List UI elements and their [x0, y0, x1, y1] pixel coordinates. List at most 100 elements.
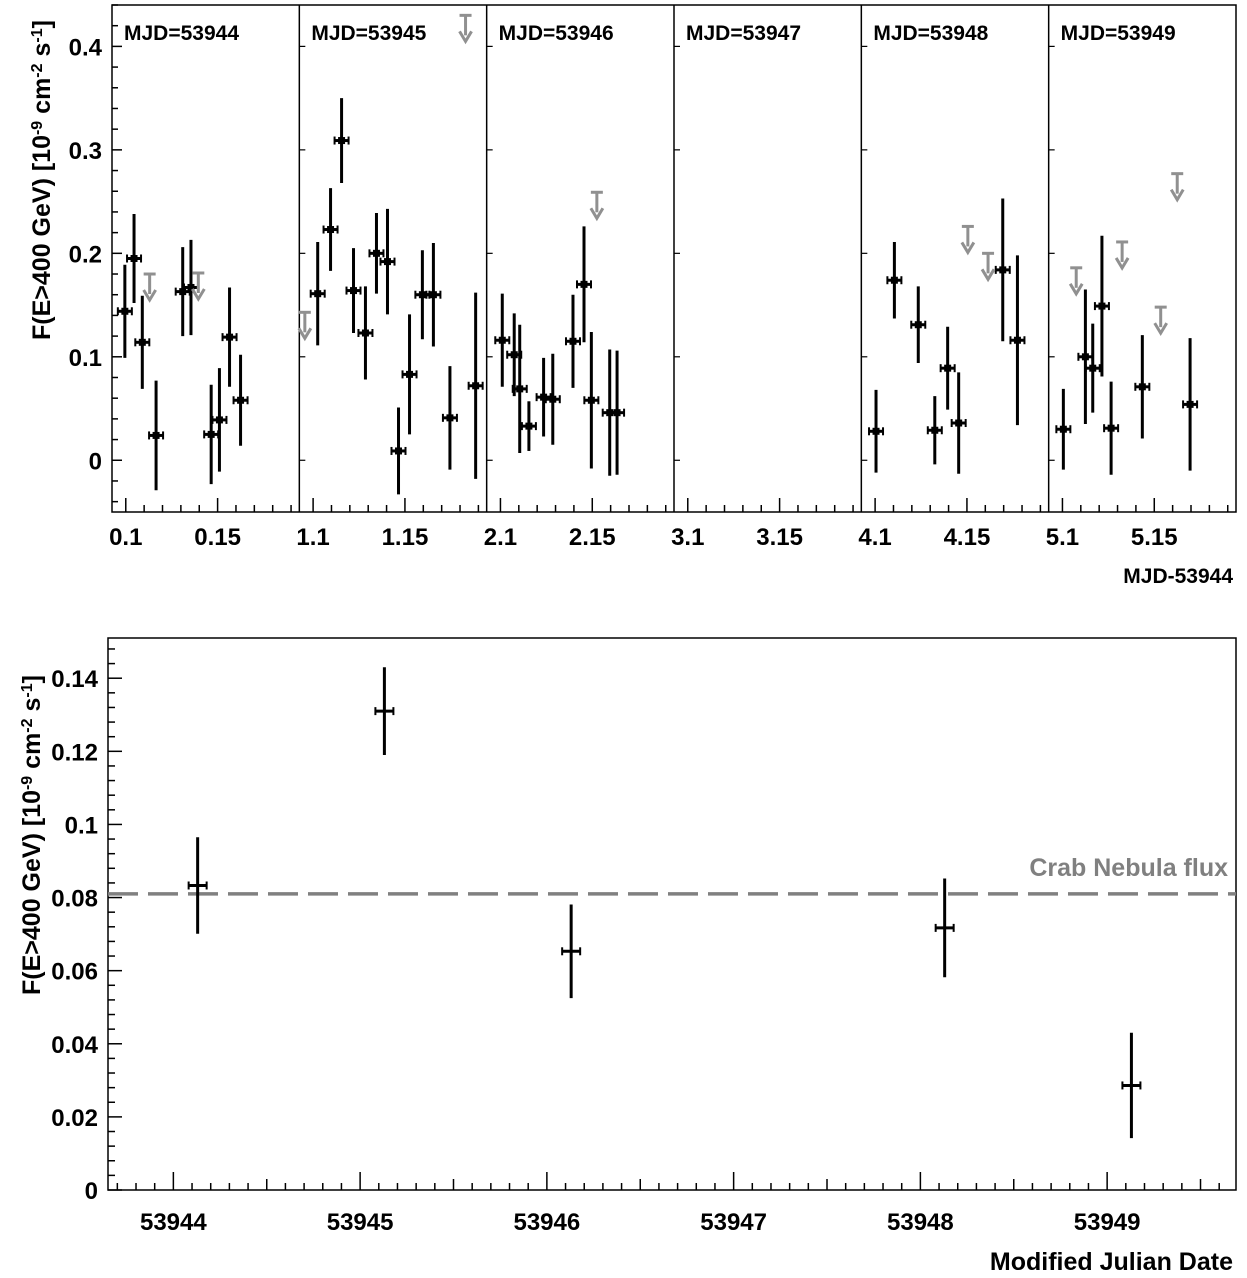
y-tick-label: 0.04 [51, 1032, 98, 1059]
marker [1186, 400, 1194, 408]
upper-limit [589, 190, 605, 222]
bottom-plot-frame [107, 637, 1237, 1191]
upper-limit [142, 272, 157, 303]
data-point [1103, 381, 1120, 475]
data-point [910, 286, 927, 364]
x-tick-label: 1.15 [382, 524, 429, 551]
x-tick-label: 3.1 [671, 524, 704, 551]
panel-label: MJD=53945 [311, 22, 426, 45]
marker [187, 283, 195, 291]
marker [429, 291, 437, 299]
marker [361, 329, 369, 337]
data-point [441, 366, 458, 470]
panel-label: MJD=53947 [686, 22, 801, 45]
marker [1059, 425, 1067, 433]
data-point [232, 354, 249, 446]
marker [372, 249, 380, 257]
marker [327, 226, 335, 234]
data-point [345, 248, 362, 333]
marker [446, 414, 454, 422]
data-point [221, 287, 238, 387]
upper-limit [297, 310, 313, 342]
marker [418, 291, 426, 299]
upper-limit [1153, 305, 1168, 337]
data-point [1093, 235, 1110, 377]
marker [931, 426, 939, 434]
y-tick-label: 0.4 [69, 34, 103, 61]
x-tick-label: 53945 [327, 1209, 394, 1236]
data-point [886, 241, 903, 319]
x-tick-label: 4.15 [944, 524, 991, 551]
panel-label: MJD=53944 [124, 22, 239, 45]
data-point [926, 396, 943, 465]
marker [1107, 424, 1115, 432]
panel-4: 3.1 3.15 MJD=53947 [671, 5, 854, 551]
data-point [583, 331, 600, 469]
x-tick-label: 5.15 [1131, 524, 1178, 551]
marker [406, 370, 414, 378]
data-point [203, 384, 220, 485]
marker [237, 396, 245, 404]
upper-limit [960, 224, 976, 256]
data-point [950, 372, 967, 474]
upper-limit [1169, 172, 1185, 203]
data-point [333, 98, 350, 183]
data-point [322, 188, 339, 271]
data-point [174, 247, 191, 337]
marker [890, 276, 898, 284]
y-tick-label: 0.14 [51, 666, 98, 693]
data-point [425, 242, 442, 347]
data-point [126, 214, 143, 303]
data-point [544, 353, 561, 445]
data-point [1009, 255, 1026, 426]
marker [1089, 364, 1097, 372]
x-tick-label: 2.15 [569, 524, 616, 551]
data-point [357, 286, 374, 380]
x-tick-label: 53944 [140, 1209, 207, 1236]
upper-limit [1114, 240, 1130, 271]
x-tick-label: 2.1 [484, 524, 517, 551]
upper-limit-arrowhead [142, 289, 157, 303]
panel-2: 1.1 1.15 MJD=53945 [296, 5, 484, 551]
y-tick-label: 0.02 [51, 1105, 98, 1132]
marker [395, 447, 403, 455]
marker [510, 351, 518, 359]
upper-limit [1068, 266, 1084, 297]
upper-limit-arrowhead [960, 241, 976, 256]
data-point [182, 239, 199, 336]
y-tick-label: 0 [85, 1178, 98, 1205]
marker [580, 280, 588, 288]
upper-limit [458, 13, 473, 45]
marker [613, 409, 621, 417]
x-tick-label: 53948 [887, 1209, 954, 1236]
upper-limit-arrowhead [191, 288, 206, 302]
marker [540, 393, 548, 401]
y-tick-label: 0.08 [51, 886, 98, 913]
data-point [868, 389, 885, 473]
data-point [1121, 1032, 1142, 1139]
flux-nightly-lightcurve-chart: 0 0.1 0.2 0.3 0.4 F(E>400 GeV) [10-9 cm-2 s-1… [28, 4, 1237, 588]
marker [587, 396, 595, 404]
x-tick-label: 53946 [513, 1209, 580, 1236]
marker [1081, 353, 1089, 361]
marker [314, 290, 322, 298]
marker [914, 321, 922, 329]
marker [179, 288, 187, 296]
marker [207, 430, 215, 438]
marker [999, 266, 1007, 274]
panel-5: 4.1 4.15 MJD=53948 [858, 5, 1042, 551]
marker [525, 422, 533, 430]
marker [138, 338, 146, 346]
upper-limit-arrowhead [1169, 188, 1185, 203]
data-point [939, 326, 956, 410]
data-point [994, 198, 1011, 342]
data-point [576, 226, 593, 343]
y-tick-label: 0 [89, 448, 102, 475]
x-tick-label: 4.1 [858, 524, 891, 551]
data-point [1077, 289, 1094, 425]
panel-label: MJD=53946 [499, 22, 614, 45]
data-point [187, 837, 208, 934]
y-tick-label: 0.06 [51, 959, 98, 986]
upper-limit-arrowhead [589, 207, 605, 222]
